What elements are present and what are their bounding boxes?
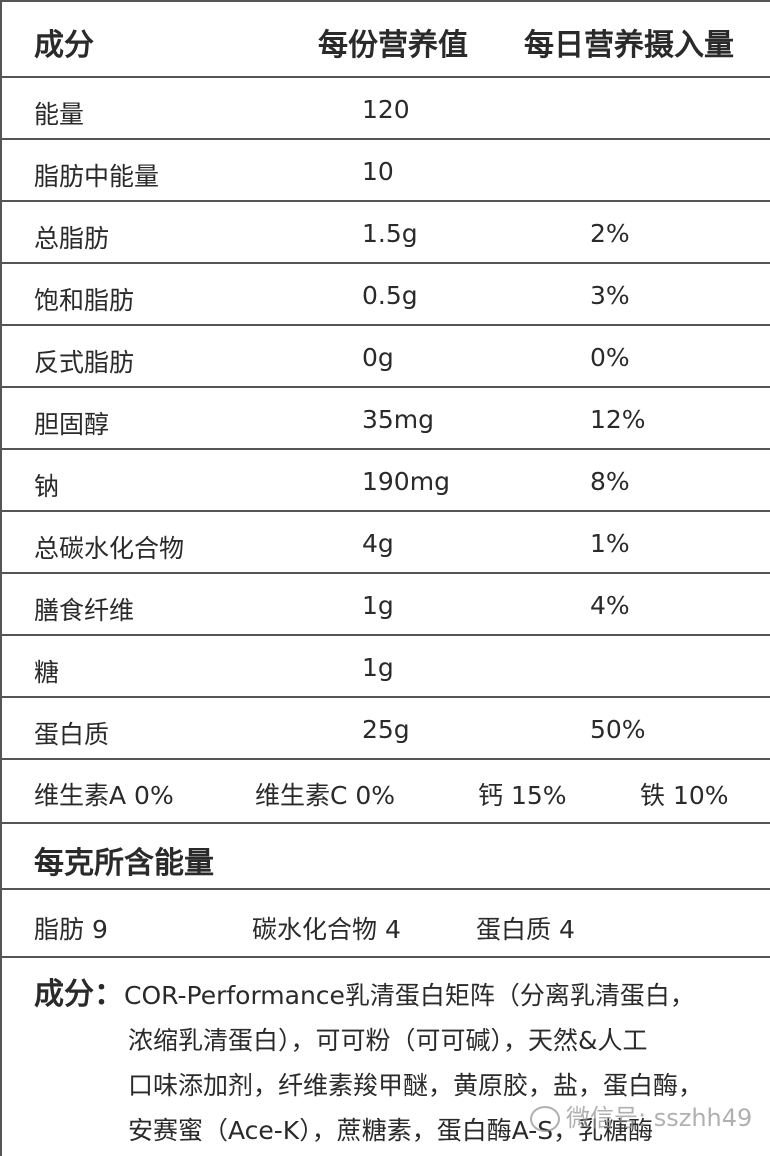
- table-row: 总脂肪 1.5g 2%: [0, 202, 770, 264]
- header-daily-value: 每日营养摄入量: [524, 28, 734, 63]
- energy-fat: 脂肪 9: [34, 915, 108, 944]
- ingredients-line: 成分：COR-Performance乳清蛋白矩阵（分离乳清蛋白，: [34, 972, 764, 1018]
- energy-carbs: 碳水化合物 4: [252, 915, 401, 944]
- per-serving-value: 10: [362, 157, 394, 186]
- daily-value: 8%: [590, 467, 630, 496]
- nutrient-name: 膳食纤维: [34, 596, 135, 625]
- daily-value: 4%: [590, 591, 630, 620]
- energy-per-gram-row: 脂肪 9 碳水化合物 4 蛋白质 4: [0, 890, 770, 958]
- nutrient-name: 反式脂肪: [34, 348, 135, 377]
- wechat-icon: [530, 1106, 560, 1132]
- vitamin-c: 维生素C 0%: [255, 781, 396, 810]
- table-row: 膳食纤维 1g 4%: [0, 574, 770, 636]
- calcium: 钙 15%: [478, 781, 567, 810]
- nutrient-name: 糖: [34, 658, 60, 687]
- table-row: 反式脂肪 0g 0%: [0, 326, 770, 388]
- per-serving-value: 120: [362, 95, 410, 124]
- energy-protein: 蛋白质 4: [476, 915, 575, 944]
- per-serving-value: 4g: [362, 529, 394, 558]
- table-row: 胆固醇 35mg 12%: [0, 388, 770, 450]
- daily-value: 1%: [590, 529, 630, 558]
- daily-value: 2%: [590, 219, 630, 248]
- daily-value: 50%: [590, 715, 646, 744]
- ingredients-line: 安赛蜜（Ace-K），蔗糖素，蛋白酶A-S，乳糖酶: [128, 1116, 654, 1145]
- nutrient-name: 饱和脂肪: [34, 286, 135, 315]
- per-serving-value: 0g: [362, 343, 394, 372]
- table-row: 脂肪中能量 10: [0, 140, 770, 202]
- nutrient-name: 脂肪中能量: [34, 162, 160, 191]
- iron: 铁 10%: [640, 781, 729, 810]
- watermark: 微信号: sszhh49: [530, 1098, 752, 1133]
- nutrient-name: 蛋白质: [34, 720, 110, 749]
- per-serving-value: 0.5g: [362, 281, 418, 310]
- watermark-text: 微信号: sszhh49: [566, 1104, 753, 1132]
- ingredients-line: 口味添加剂，纤维素羧甲醚，黄原胶，盐，蛋白酶，: [128, 1071, 704, 1100]
- vitamin-a: 维生素A 0%: [34, 781, 174, 810]
- header-per-serving: 每份营养值: [318, 28, 468, 63]
- table-row: 蛋白质 25g 50%: [0, 698, 770, 760]
- per-serving-value: 35mg: [362, 405, 435, 434]
- daily-value: 3%: [590, 281, 630, 310]
- energy-per-gram-title-row: 每克所含能量: [0, 824, 770, 890]
- per-serving-value: 25g: [362, 715, 410, 744]
- table-header: 成分 每份营养值 每日营养摄入量: [0, 0, 770, 78]
- table-row: 能量 120: [0, 78, 770, 140]
- energy-per-gram-title: 每克所含能量: [34, 846, 214, 881]
- per-serving-value: 1.5g: [362, 219, 418, 248]
- nutrient-name: 总碳水化合物: [34, 534, 185, 563]
- per-serving-value: 1g: [362, 653, 394, 682]
- nutrient-name: 能量: [34, 100, 85, 129]
- header-ingredient: 成分: [34, 28, 94, 63]
- table-row: 钠 190mg 8%: [0, 450, 770, 512]
- table-row: 总碳水化合物 4g 1%: [0, 512, 770, 574]
- ingredients-label: 成分：: [34, 977, 124, 1012]
- nutrient-name: 钠: [34, 472, 60, 501]
- per-serving-value: 1g: [362, 591, 394, 620]
- ingredients-text: 成分：COR-Performance乳清蛋白矩阵（分离乳清蛋白， 浓缩乳清蛋白）…: [34, 972, 764, 1153]
- nutrient-name: 总脂肪: [34, 224, 110, 253]
- daily-value: 12%: [590, 405, 646, 434]
- per-serving-value: 190mg: [362, 467, 450, 496]
- ingredients-line-text: COR-Performance乳清蛋白矩阵（分离乳清蛋白，: [124, 981, 695, 1010]
- table-row: 糖 1g: [0, 636, 770, 698]
- vitamins-row: 维生素A 0% 维生素C 0% 钙 15% 铁 10%: [0, 758, 770, 824]
- table-row: 饱和脂肪 0.5g 3%: [0, 264, 770, 326]
- ingredients-line: 浓缩乳清蛋白），可可粉（可可碱），天然&人工: [128, 1026, 648, 1055]
- daily-value: 0%: [590, 343, 630, 372]
- nutrient-name: 胆固醇: [34, 410, 110, 439]
